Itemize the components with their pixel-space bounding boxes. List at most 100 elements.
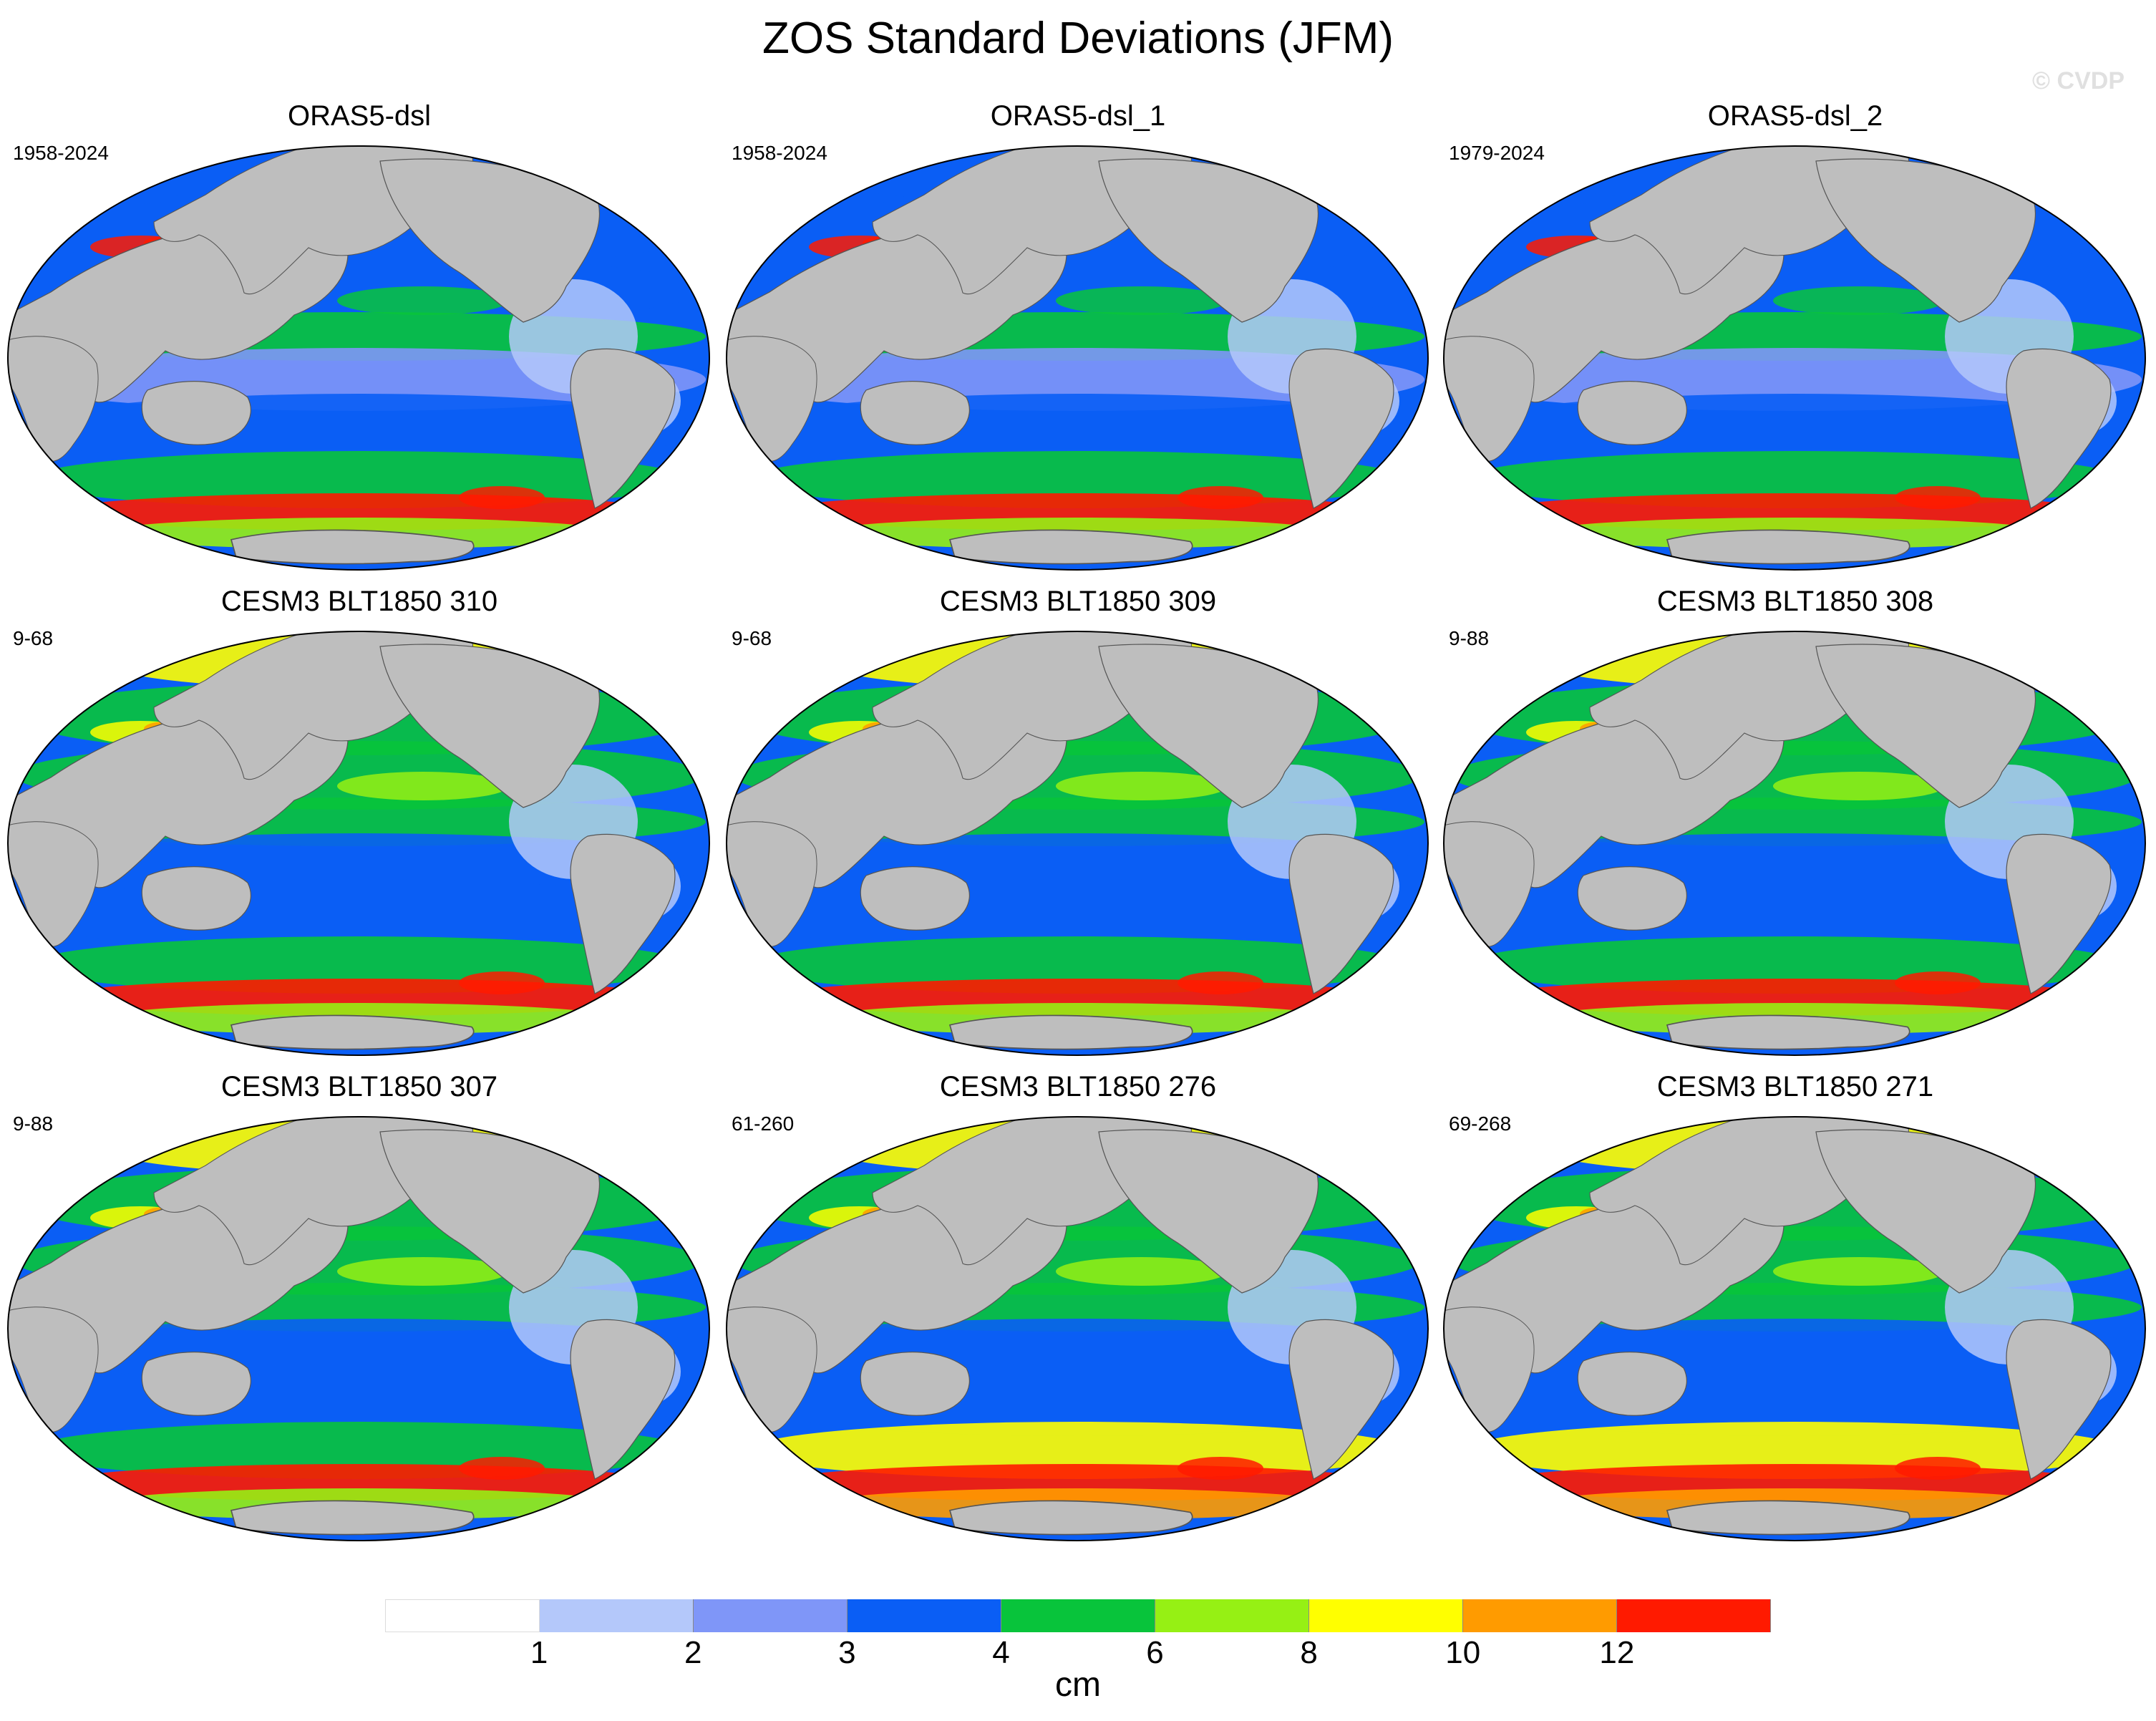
panel-title: ORAS5-dsl_1 (990, 100, 1166, 132)
antarctica-landmass (948, 529, 1193, 565)
colorbar-box (1155, 1599, 1309, 1632)
panel-title: ORAS5-dsl_2 (1707, 100, 1883, 132)
greenland-landmass (593, 155, 656, 212)
panel-years: 69-268 (1449, 1112, 1512, 1135)
colorbar-tick-label: 12 (1599, 1635, 1635, 1670)
greenland-landmass (1312, 1126, 1375, 1183)
map-svg (7, 631, 710, 1056)
colorbar-box (1463, 1599, 1617, 1632)
antarctica-landmass (1666, 1500, 1910, 1536)
panel-years: 9-88 (13, 1112, 54, 1135)
field-blob (1056, 1257, 1228, 1286)
land-layer (8, 1117, 676, 1536)
colorbar-tick-label: 1 (530, 1635, 548, 1670)
field-blob (1773, 286, 1945, 315)
southAmerica-landmass (1288, 348, 1394, 509)
land-layer (727, 631, 1394, 1050)
greenland-landmass (2029, 1126, 2092, 1183)
map-outline (1443, 1116, 2146, 1541)
map-svg (726, 145, 1429, 571)
panel-title: CESM3 BLT1850 309 (939, 586, 1217, 617)
map-panel: CESM3 BLT1850 309 9-68 (719, 586, 1437, 1072)
field-blob (337, 1257, 509, 1286)
southAmerica-landmass (1288, 833, 1394, 994)
colorbar-box (848, 1599, 1001, 1632)
land-layer (1444, 631, 2112, 1050)
map-panel: CESM3 BLT1850 307 9-88 (0, 1071, 719, 1558)
antarctica-landmass (948, 1014, 1193, 1050)
field-blob (1895, 1457, 1981, 1480)
panel-title: ORAS5-dsl (287, 100, 432, 132)
map-outline (1443, 145, 2146, 571)
land-layer (1444, 1117, 2112, 1536)
land-layer (8, 631, 676, 1050)
southAmerica-landmass (570, 348, 676, 509)
map-outline (7, 1116, 710, 1541)
map-outline (1443, 631, 2146, 1056)
map-outline (726, 145, 1429, 571)
southAmerica-landmass (2006, 833, 2112, 994)
greenland-landmass (1312, 641, 1375, 697)
panel-title: CESM3 BLT1850 310 (220, 586, 498, 617)
panel-title: CESM3 BLT1850 307 (220, 1071, 498, 1102)
panel-title: CESM3 BLT1850 271 (1656, 1071, 1934, 1102)
map-panel: ORAS5-dsl 1958-2024 (0, 100, 719, 587)
map-panel: ORAS5-dsl_1 1958-2024 (719, 100, 1437, 587)
colorbar-box (694, 1599, 848, 1632)
field-layer (1444, 631, 2145, 1055)
australia-landmass (141, 1352, 251, 1416)
watermark: © CVDP (2032, 67, 2125, 94)
greenland-landmass (593, 641, 656, 697)
greenland-landmass (2029, 155, 2092, 212)
antarctica-landmass (230, 1014, 475, 1050)
panel-years: 1958-2024 (13, 142, 109, 164)
panel-years: 1958-2024 (732, 142, 827, 164)
field-blob (1056, 286, 1228, 315)
australia-landmass (141, 866, 251, 931)
colorbar (385, 1599, 1771, 1632)
map-outline (726, 631, 1429, 1056)
southAmerica-landmass (1288, 1319, 1394, 1480)
greenland-landmass (1312, 155, 1375, 212)
antarctica-landmass (230, 1500, 475, 1536)
field-blob (1773, 772, 1945, 800)
colorbar-tick-label: 10 (1445, 1635, 1481, 1670)
map-panel: CESM3 BLT1850 276 61-260 (719, 1071, 1437, 1558)
field-layer (1444, 146, 2145, 570)
colorbar-box (385, 1599, 540, 1632)
australia-landmass (141, 381, 251, 445)
field-blob (1177, 1457, 1263, 1480)
colorbar-box (540, 1599, 694, 1632)
antarctica-landmass (948, 1500, 1193, 1536)
colorbar-box (1309, 1599, 1463, 1632)
colorbar-box (1001, 1599, 1155, 1632)
panel-years: 9-88 (1449, 627, 1490, 649)
map-svg (726, 631, 1429, 1056)
field-blob (1773, 1257, 1945, 1286)
antarctica-landmass (230, 529, 475, 565)
field-blob (459, 486, 545, 509)
field-blob (337, 772, 509, 800)
antarctica-landmass (1666, 529, 1910, 565)
southAmerica-landmass (570, 1319, 676, 1480)
field-blob (1895, 486, 1981, 509)
figure-title: ZOS Standard Deviations (JFM) (762, 14, 1394, 63)
panel-years: 9-68 (732, 627, 772, 649)
australia-landmass (1577, 1352, 1687, 1416)
map-svg (7, 145, 710, 571)
colorbar-units: cm (1055, 1666, 1101, 1704)
map-svg (7, 1116, 710, 1541)
field-layer (727, 1117, 1428, 1541)
greenland-landmass (2029, 641, 2092, 697)
map-outline (726, 1116, 1429, 1541)
map-svg (1443, 1116, 2146, 1541)
colorbar-tick-label: 4 (992, 1635, 1010, 1670)
australia-landmass (860, 866, 970, 931)
southAmerica-landmass (570, 833, 676, 994)
map-outline (7, 631, 710, 1056)
australia-landmass (1577, 381, 1687, 445)
field-layer (1444, 1117, 2145, 1541)
field-blob (1177, 486, 1263, 509)
panel-title: CESM3 BLT1850 308 (1656, 586, 1934, 617)
land-layer (727, 146, 1394, 565)
